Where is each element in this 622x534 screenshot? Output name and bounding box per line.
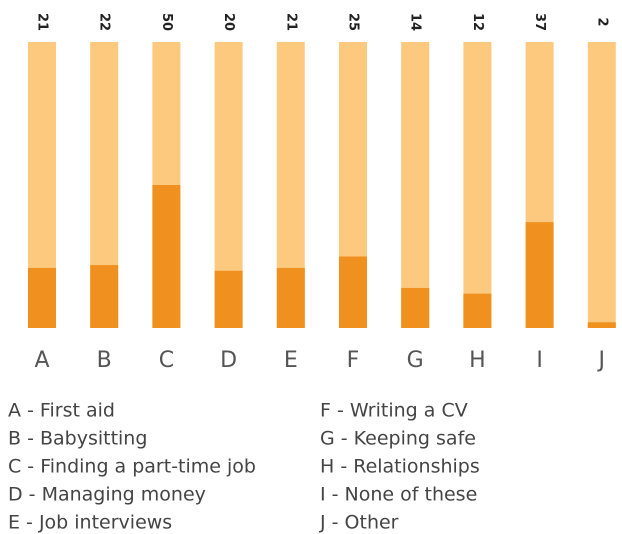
- value-label: 21: [35, 13, 50, 31]
- value-label: 20: [221, 13, 236, 31]
- x-tick-label: A: [34, 348, 49, 373]
- value-label: 14: [408, 13, 423, 31]
- bar-track: [463, 42, 492, 328]
- bar-track: [401, 42, 430, 328]
- x-tick-label: I: [536, 348, 543, 373]
- value-label: 25: [346, 13, 361, 31]
- legend-entry: H - Relationships: [320, 456, 480, 478]
- bar-track: [587, 42, 616, 328]
- bar: [463, 293, 492, 328]
- legend-entry: J - Other: [319, 512, 399, 534]
- value-label: 22: [97, 13, 112, 31]
- value-label: 21: [283, 13, 298, 31]
- x-tick-label: H: [469, 348, 486, 373]
- bar: [587, 322, 616, 328]
- bar: [525, 222, 554, 328]
- value-label: 50: [159, 13, 174, 31]
- legend-entry: I - None of these: [320, 484, 477, 506]
- x-tick-label: B: [97, 348, 112, 373]
- x-tick-label: D: [220, 348, 237, 373]
- bar: [214, 270, 243, 328]
- value-label: 37: [532, 13, 547, 31]
- value-label: 12: [470, 13, 485, 31]
- bar: [339, 256, 367, 328]
- x-tick-label: C: [159, 348, 174, 373]
- bar: [28, 267, 56, 328]
- bar: [90, 265, 119, 328]
- value-label: 2: [594, 17, 609, 26]
- bar: [276, 267, 305, 328]
- legend-entry: G - Keeping safe: [320, 428, 476, 450]
- bar: [401, 287, 430, 328]
- x-tick-label: E: [284, 348, 298, 373]
- legend-entry: A - First aid: [8, 400, 115, 422]
- legend-entry: E - Job interviews: [8, 512, 172, 534]
- x-tick-label: F: [347, 348, 360, 373]
- x-tick-label: G: [407, 348, 424, 373]
- legend-entry: B - Babysitting: [8, 428, 147, 450]
- legend-entry: D - Managing money: [8, 484, 206, 506]
- x-tick-label: J: [597, 348, 606, 373]
- legend-entry: F - Writing a CV: [320, 400, 468, 422]
- bar: [152, 185, 181, 328]
- legend-entry: C - Finding a part-time job: [8, 456, 256, 478]
